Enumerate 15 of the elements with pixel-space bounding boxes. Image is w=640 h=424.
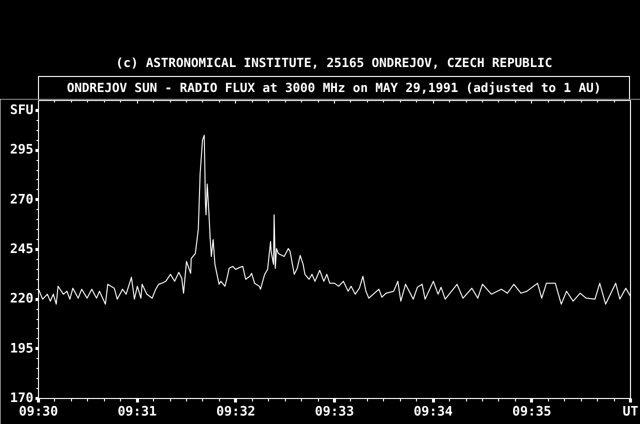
y-tick-label: 295 <box>10 142 34 158</box>
x-tick-label: 09:33 <box>314 404 354 420</box>
x-tick-label: 09:30 <box>18 404 58 420</box>
y-tick-label: 170 <box>10 391 34 406</box>
y-tick-label: 195 <box>10 341 34 356</box>
text: (c) ASTRONOMICAL INSTITUTE, 25165 ONDREJOV, CZECH REPUBLIC <box>114 55 554 71</box>
x-tick-label: 09:32 <box>216 404 256 420</box>
y-tick-label: 270 <box>10 192 34 208</box>
x-tick-label: 09:35 <box>512 404 552 420</box>
x-tick-label: UT <box>622 404 638 420</box>
x-tick-label: 09:31 <box>118 404 157 420</box>
x-tick-label: 09:34 <box>414 404 453 420</box>
y-tick-label: 220 <box>10 292 34 307</box>
y-tick-label: SFU <box>10 102 34 118</box>
y-tick-label: 245 <box>10 242 34 257</box>
